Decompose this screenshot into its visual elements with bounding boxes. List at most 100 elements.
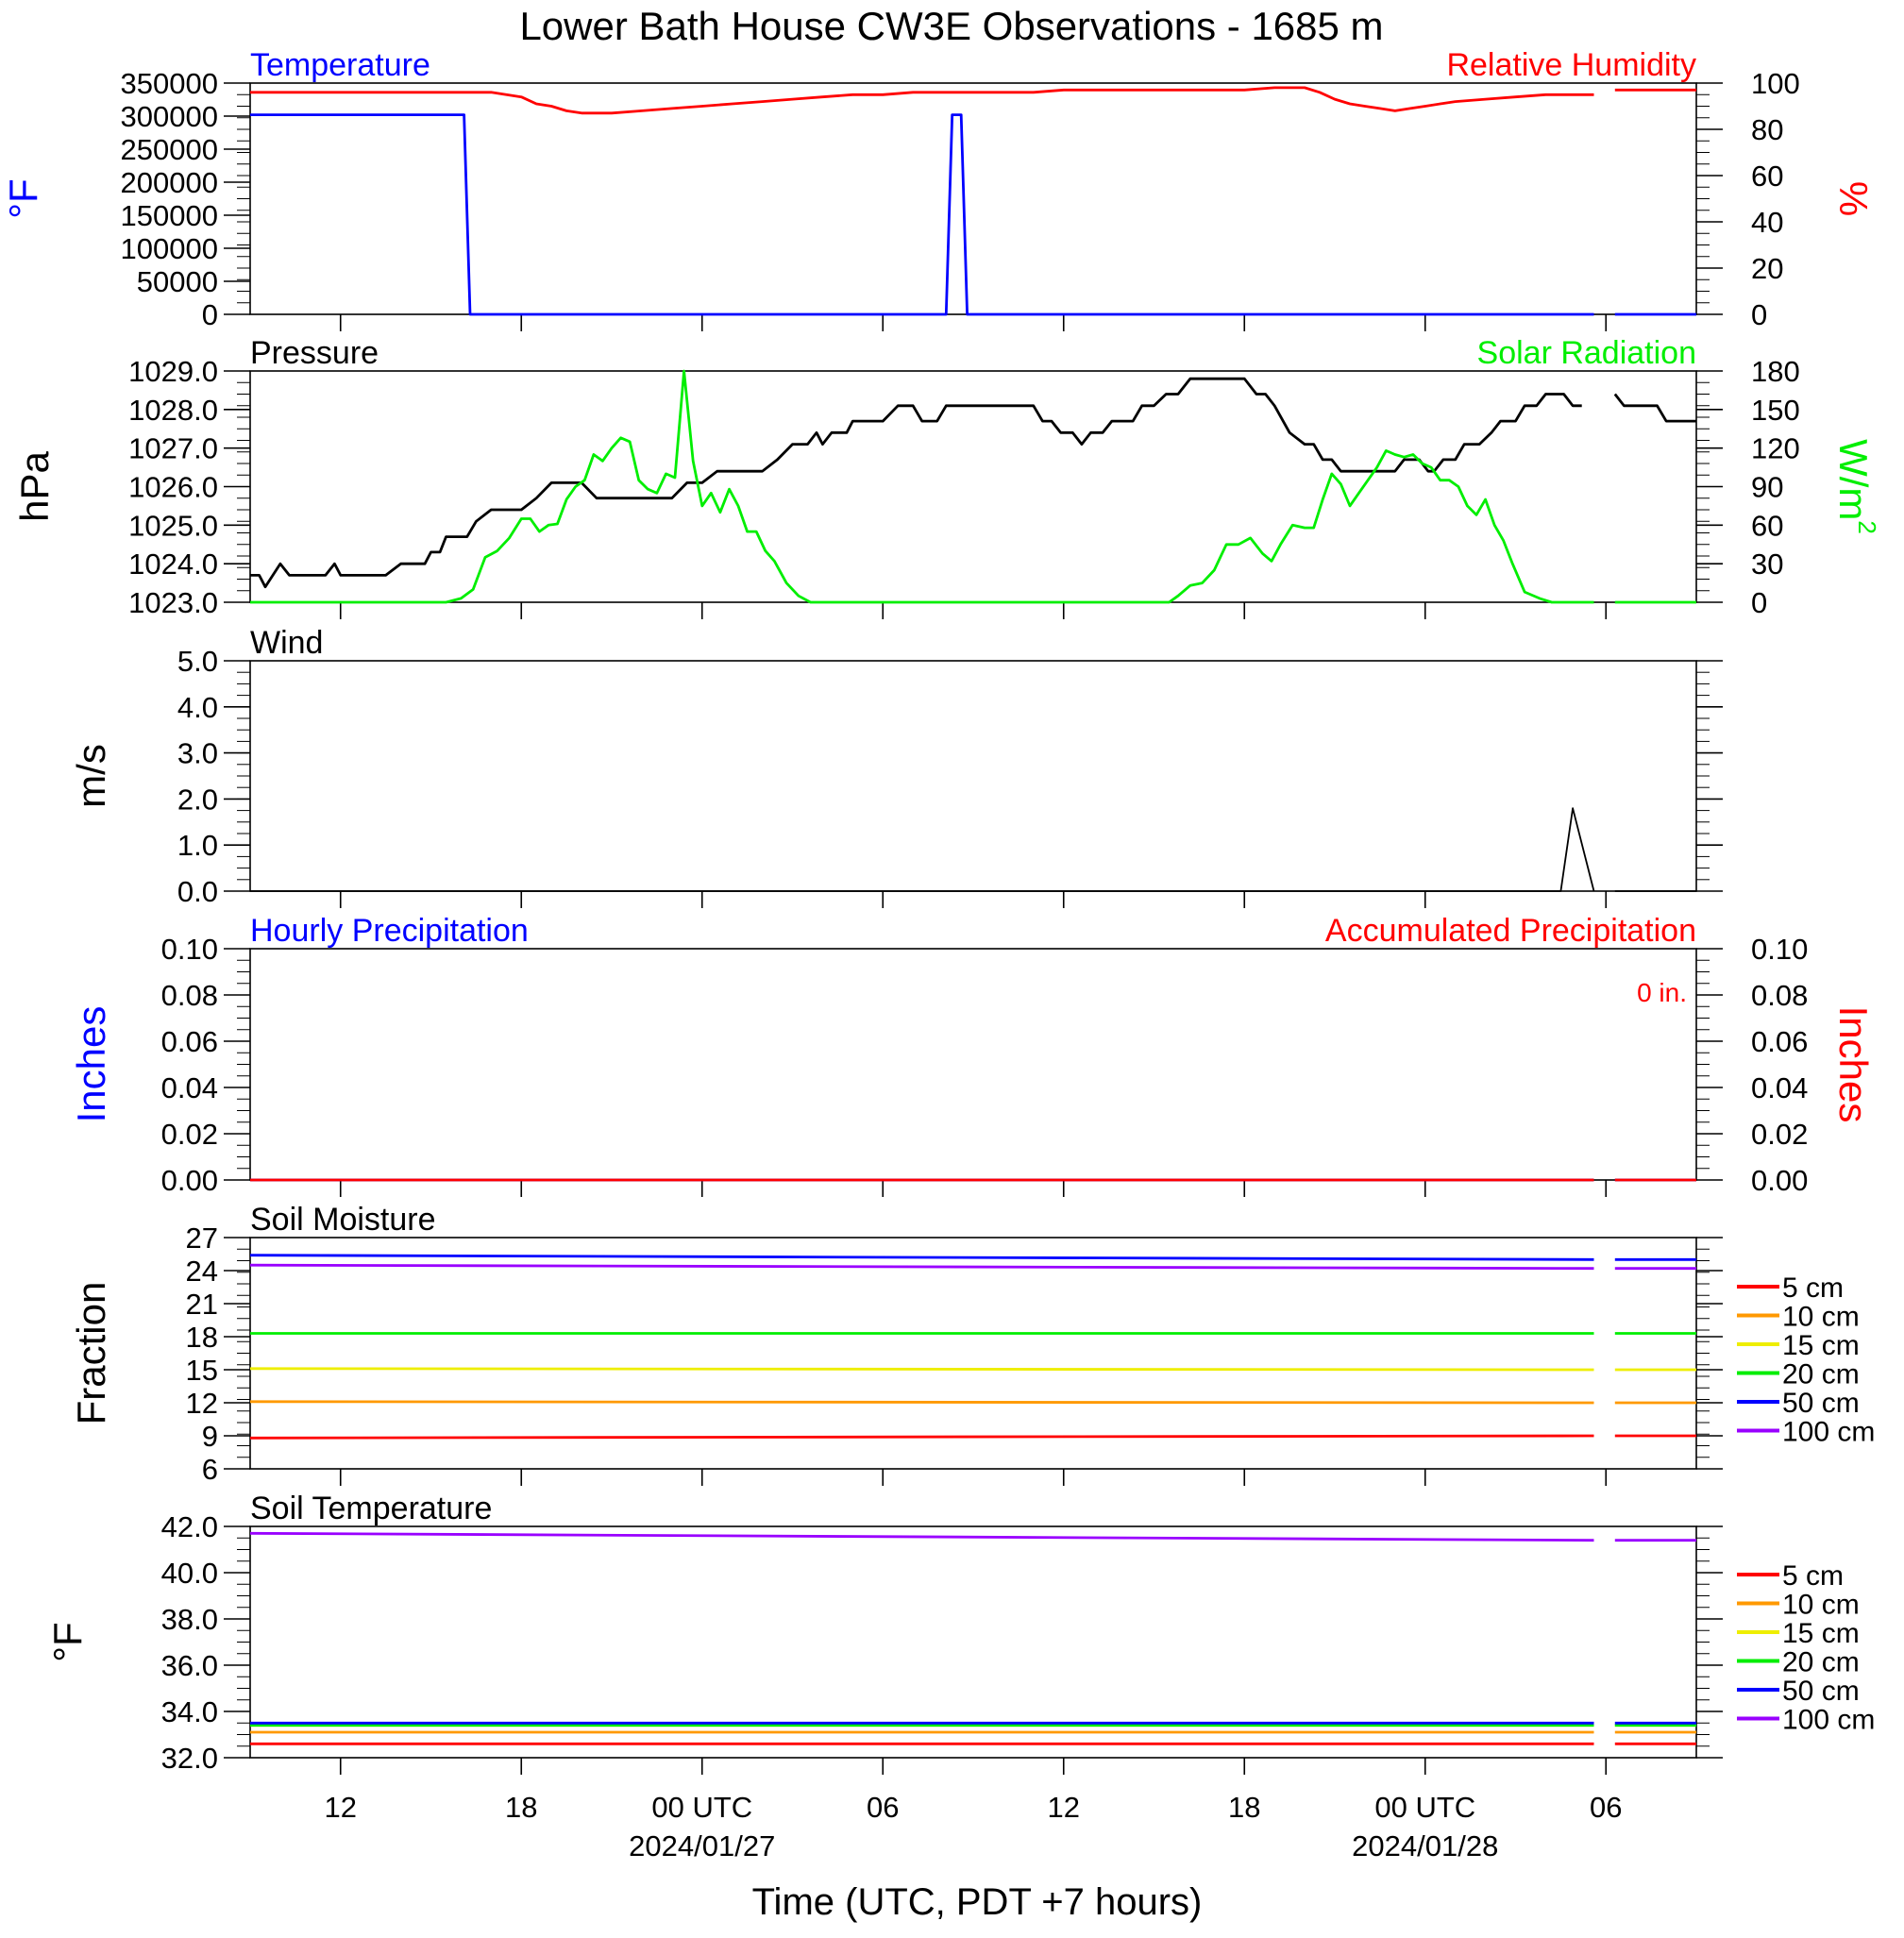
left-tick-label: 2.0: [177, 783, 218, 816]
right-tick-label: 0.08: [1751, 979, 1808, 1012]
time-tick-label: 00 UTC: [1374, 1791, 1475, 1824]
figure-title: Lower Bath House CW3E Observations - 168…: [519, 4, 1383, 48]
time-tick-label: 06: [1590, 1791, 1622, 1824]
left-tick-label: 1023.0: [128, 586, 218, 619]
soil_temperature-series-100-cm: [249, 1531, 1696, 1542]
precipitation-left-axis-label: Inches: [69, 1006, 113, 1123]
right-tick-label: 100: [1751, 67, 1800, 100]
left-tick-label: 15: [186, 1354, 218, 1387]
left-tick-label: 0.02: [161, 1118, 218, 1151]
soil_moisture-series-100-cm: [249, 1263, 1696, 1271]
pressure_solar-series-solar-radiation: [250, 369, 1696, 604]
soil_moisture-series-50-cm: [249, 1254, 1696, 1261]
right-tick-label: 90: [1751, 471, 1783, 504]
precipitation-annotation: 0 in.: [1637, 978, 1687, 1007]
right-tick-label: 150: [1751, 394, 1800, 427]
left-tick-label: 1028.0: [128, 394, 218, 427]
left-tick-label: 1027.0: [128, 432, 218, 465]
precipitation-left-title: Hourly Precipitation: [250, 913, 529, 949]
legend-label: 15 cm: [1782, 1618, 1860, 1649]
right-tick-label: 0.10: [1751, 933, 1808, 966]
left-tick-label: 100000: [121, 232, 218, 265]
date-label: 2024/01/28: [1352, 1829, 1498, 1862]
temperature_humidity-right-title: Relative Humidity: [1446, 47, 1696, 83]
left-tick-label: 24: [186, 1255, 218, 1288]
legend-label: 10 cm: [1782, 1302, 1860, 1333]
right-tick-label: 120: [1751, 432, 1800, 465]
wind-left-axis-label: m/s: [69, 744, 113, 808]
temperature_humidity-left-axis-label: °F: [1, 178, 45, 218]
soil_moisture-frame: [249, 1237, 1697, 1470]
pressure_solar-series-pressure: [250, 377, 1696, 589]
temperature_humidity-series-temperature: [250, 113, 1696, 316]
legend-label: 15 cm: [1782, 1330, 1860, 1361]
left-tick-label: 38.0: [161, 1603, 218, 1636]
wind-panel: 0.0 1.0 2.0 3.0 4.0 5.0 Wind m/s: [69, 625, 1723, 908]
left-tick-label: 6: [202, 1453, 218, 1486]
left-tick-label: 27: [186, 1222, 218, 1255]
right-tick-label: 80: [1751, 113, 1783, 146]
wind-frame: [249, 660, 1697, 892]
right-tick-label: 20: [1751, 252, 1783, 285]
time-tick-label: 00 UTC: [651, 1791, 752, 1824]
time-tick-label: 18: [1228, 1791, 1260, 1824]
left-tick-label: 0.10: [161, 933, 218, 966]
soil_temperature-left-title: Soil Temperature: [250, 1491, 492, 1526]
pressure_solar-right-axis-label: W/m2: [1831, 439, 1881, 534]
left-tick-label: 150000: [121, 199, 218, 232]
wind-series-wind: [250, 807, 1696, 892]
left-tick-label: 18: [186, 1321, 218, 1354]
right-tick-label: 0: [1751, 586, 1767, 619]
right-tick-label: 40: [1751, 206, 1783, 239]
left-tick-label: 12: [186, 1387, 218, 1420]
temperature_humidity-series-relative-humidity: [250, 86, 1696, 115]
left-tick-label: 42.0: [161, 1510, 218, 1543]
pressure_solar-left-axis-label: hPa: [12, 450, 57, 521]
soil_moisture-left-axis-label: Fraction: [69, 1282, 113, 1425]
time-tick-label: 12: [1048, 1791, 1080, 1824]
right-tick-label: 180: [1751, 355, 1800, 388]
left-tick-label: 1024.0: [128, 548, 218, 581]
legend-label: 100 cm: [1782, 1705, 1875, 1736]
soil_temperature-panel: 32.0 34.0 36.0 38.0 40.0 42.0 Soil Temperature…: [45, 1491, 1875, 1775]
left-tick-label: 21: [186, 1288, 218, 1321]
legend-label: 20 cm: [1782, 1647, 1860, 1678]
soil_temperature-left-axis-label: °F: [45, 1622, 90, 1661]
pressure_solar-right-title: Solar Radiation: [1477, 335, 1696, 371]
left-tick-label: 0: [202, 298, 218, 331]
left-tick-label: 0.04: [161, 1071, 218, 1104]
time-axis-label: Time (UTC, PDT +7 hours): [752, 1881, 1203, 1923]
left-tick-label: 4.0: [177, 691, 218, 724]
legend-label: 100 cm: [1782, 1417, 1875, 1448]
pressure_solar-left-title: Pressure: [250, 335, 379, 371]
temperature_humidity-right-axis-label: %: [1831, 181, 1876, 216]
time-tick-label: 12: [325, 1791, 357, 1824]
legend-label: 50 cm: [1782, 1676, 1860, 1707]
left-tick-label: 50000: [137, 265, 218, 298]
right-tick-label: 0: [1751, 298, 1767, 331]
panels: 0500001000001500002000002500003000003500…: [1, 47, 1881, 1775]
left-tick-label: 3.0: [177, 737, 218, 770]
left-tick-label: 350000: [121, 67, 218, 100]
right-tick-label: 0.00: [1751, 1164, 1808, 1197]
legend-label: 5 cm: [1782, 1272, 1844, 1304]
soil_moisture-left-title: Soil Moisture: [250, 1202, 436, 1238]
left-tick-label: 36.0: [161, 1649, 218, 1682]
right-tick-label: 30: [1751, 548, 1783, 581]
soil_moisture-series-15-cm: [249, 1367, 1696, 1372]
time-tick-label: 18: [505, 1791, 537, 1824]
left-tick-label: 5.0: [177, 645, 218, 678]
left-tick-label: 1026.0: [128, 471, 218, 504]
left-tick-label: 1029.0: [128, 355, 218, 388]
left-tick-label: 0.0: [177, 875, 218, 908]
precipitation-panel: 0.00 0.02 0.04 0.06 0.08 0.10 0.00 0.02 0.04 0.06…: [69, 913, 1876, 1197]
soil_moisture-series-5-cm: [249, 1434, 1696, 1440]
left-tick-label: 300000: [121, 100, 218, 133]
legend-label: 50 cm: [1782, 1388, 1860, 1419]
left-tick-label: 32.0: [161, 1742, 218, 1775]
right-tick-label: 0.02: [1751, 1118, 1808, 1151]
temperature_humidity-panel: 0500001000001500002000002500003000003500…: [1, 47, 1876, 331]
left-tick-label: 250000: [121, 133, 218, 166]
legend-label: 10 cm: [1782, 1590, 1860, 1621]
left-tick-label: 0.06: [161, 1025, 218, 1058]
